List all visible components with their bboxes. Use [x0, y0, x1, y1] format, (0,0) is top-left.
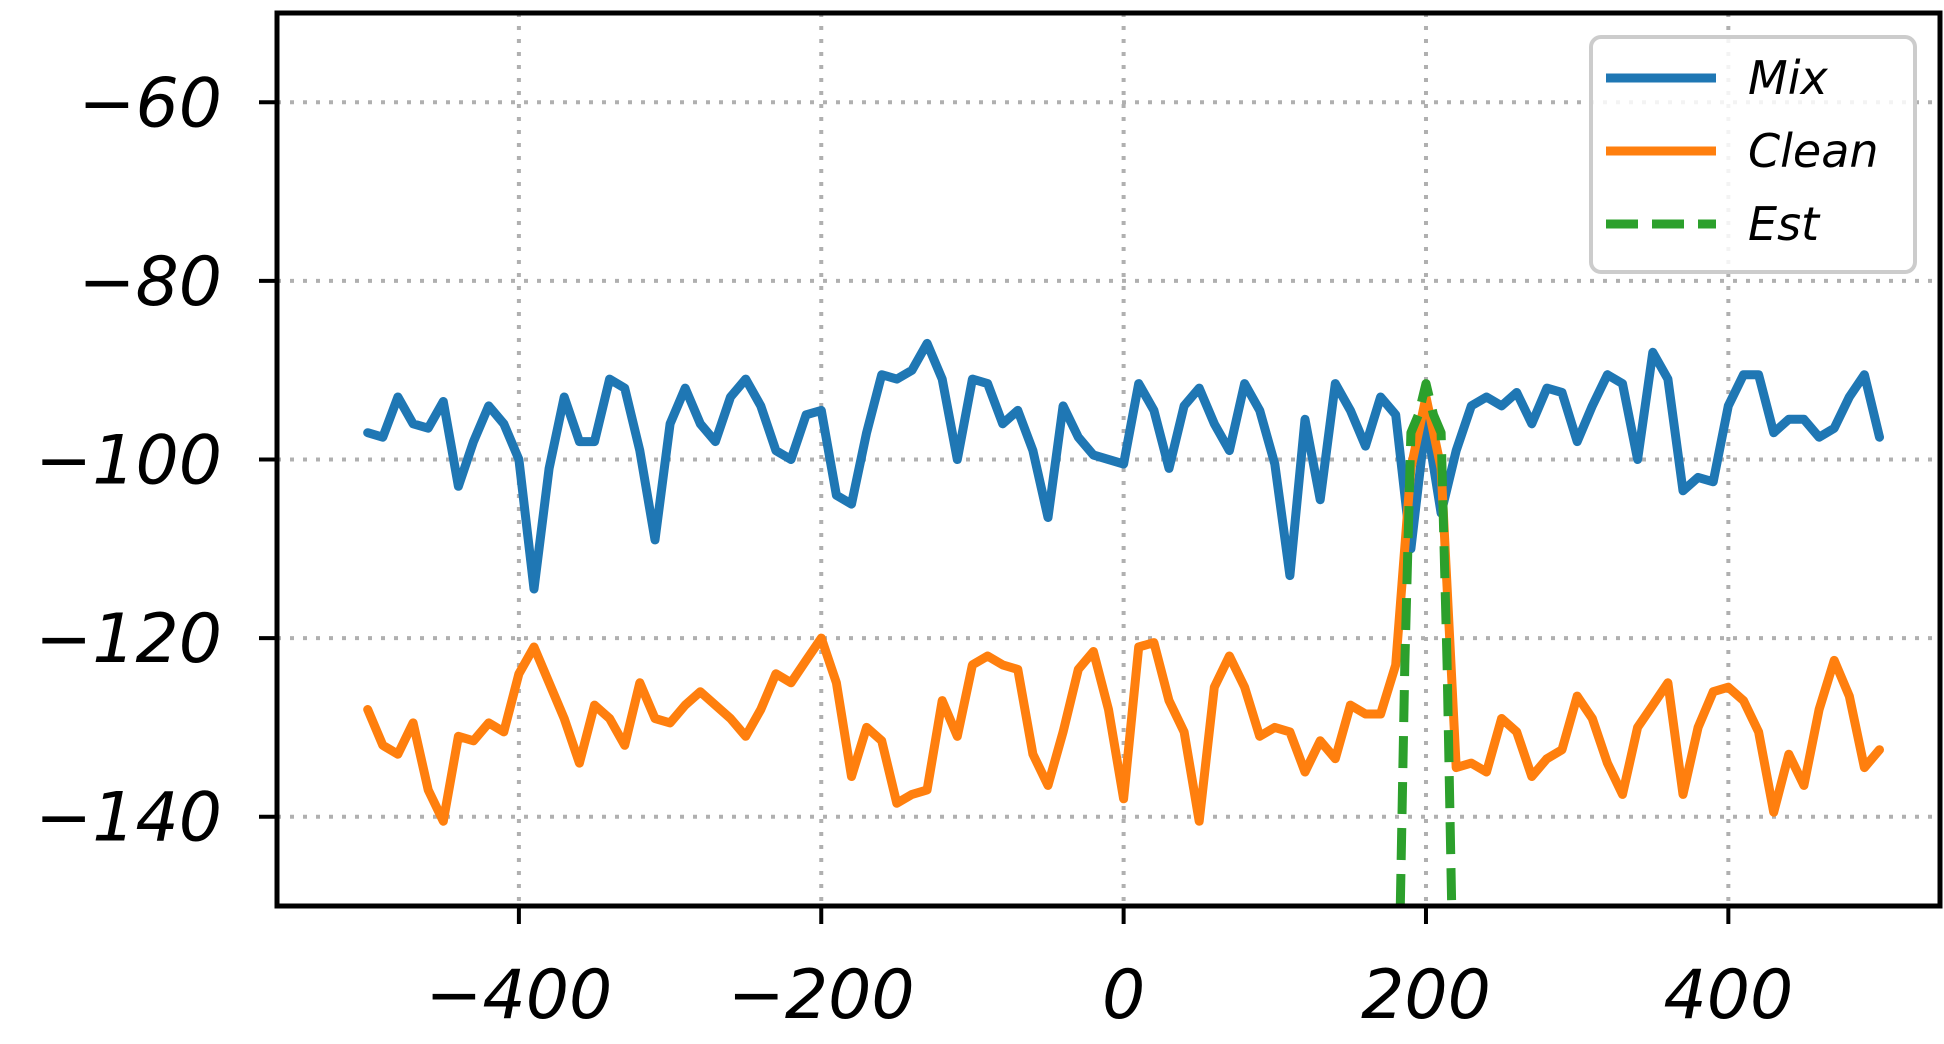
y-tick-label: −120 [35, 600, 222, 679]
y-tick-label: −80 [78, 243, 222, 322]
x-tick-label: 400 [1663, 956, 1793, 1035]
series-line-mix [363, 338, 1884, 594]
series-lines [363, 338, 1884, 906]
y-tick-label: −100 [35, 422, 222, 501]
x-tick-label: 0 [1102, 956, 1145, 1035]
legend-box [1589, 35, 1917, 274]
legend: Mix Clean Est [1589, 35, 1917, 274]
legend-label-clean: Clean [1748, 124, 1879, 178]
x-tick-label: 200 [1361, 956, 1491, 1035]
series-line-est [1395, 379, 1457, 906]
axis-ticks: −400 −200 0 200 400 −60 −80 −100 −120 −140 [35, 64, 1793, 1035]
y-tick-label: −140 [35, 779, 222, 858]
y-tick-label: −60 [78, 64, 222, 143]
x-tick-label: −200 [728, 956, 915, 1035]
legend-label-est: Est [1748, 197, 1821, 251]
series-line-clean [363, 392, 1884, 826]
x-tick-label: −400 [426, 956, 613, 1035]
legend-label-mix: Mix [1748, 51, 1828, 105]
